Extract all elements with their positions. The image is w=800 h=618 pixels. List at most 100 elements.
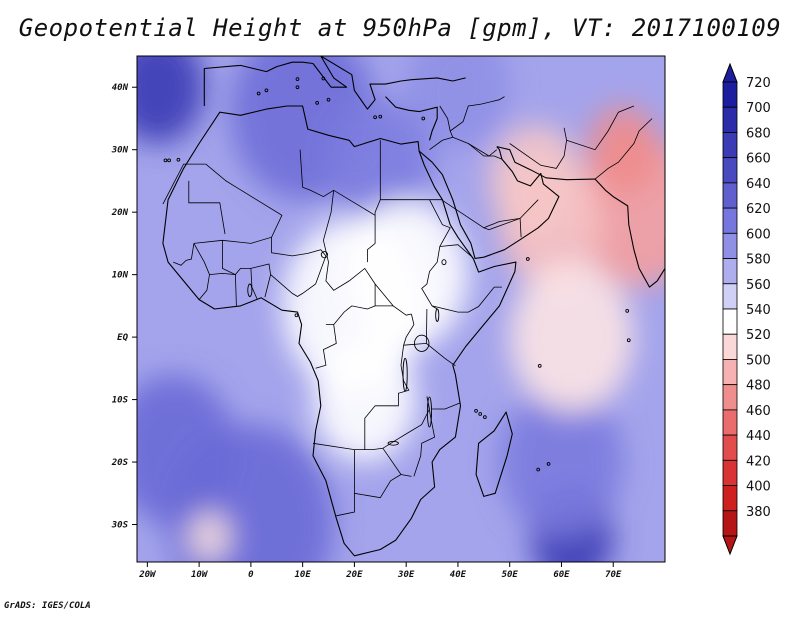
country-border [468,143,503,160]
lake-outline [387,440,399,446]
lake-outline [426,396,432,428]
colorbar-label: 720 [746,76,771,91]
latitude-tick-label: 40N [112,83,129,93]
colorbar-swatch [722,308,738,335]
map-title: Geopotential Height at 950hPa [gpm], VT:… [18,14,782,42]
country-border [173,243,195,266]
country-border [312,433,407,451]
country-border [322,190,394,307]
island-outline [378,114,383,119]
height-field-patch [137,56,205,144]
madagascar-coastline [475,411,513,497]
colorbar-swatch [722,258,738,285]
country-border [270,255,327,297]
colorbar-label: 660 [746,152,771,167]
latitude-tick-label: 20N [111,208,129,218]
height-field-patch [587,105,660,194]
longitude-tick-label: 70E [605,570,622,580]
lake-outline [402,357,408,392]
longitude-tick-label: 50E [502,570,519,580]
lake-outline [441,259,447,266]
island-outline [256,91,261,96]
grads-credit: GrADS: IGES/COLA [4,601,91,611]
country-border [439,244,472,257]
colorbar-top-arrow [722,62,738,83]
height-field-patch [406,56,510,150]
island-outline [525,257,530,261]
colorbar-label: 440 [746,429,771,444]
island-outline [373,115,377,120]
colorbar-label: 700 [746,101,771,116]
plot-frame [136,55,666,563]
colorbar-label: 600 [746,227,771,242]
longitude-tick-label: 0 [248,570,254,580]
europe-coastline [203,56,466,110]
latitude-tick-label: 20S [111,458,129,468]
country-border [162,163,206,205]
island-outline [295,77,300,81]
colorbar-swatch [722,157,738,184]
country-border [315,324,337,369]
latitude-tick-label: EQ [117,333,128,343]
longitude-tick-label: 40E [450,570,467,580]
plot-area [128,56,665,562]
latitude-tick-label: 10N [112,271,129,281]
colorbar-swatch [722,434,738,461]
height-field-patch [489,124,583,238]
island-outline [483,415,487,419]
colorbar-legend: 720 700 680 660 640 620 600 580 560 540 520 500 480 4… [722,62,771,556]
colorbar-label: 580 [746,253,771,268]
colorbar-label: 380 [746,505,771,520]
island-outline [626,338,631,343]
longitude-axis: 20W 10W 0 10E 20E 30E 40E 50E 60E 70E [138,562,622,580]
island-outline [625,309,630,313]
country-border [594,118,653,180]
colorbar-label: 400 [746,480,771,495]
colorbar-label: 560 [746,278,771,293]
country-border [364,313,415,450]
island-outline [315,101,319,105]
africa-coastline [162,105,517,557]
height-field-patch [168,424,334,562]
colorbar-swatch [722,283,738,310]
colorbar-label: 420 [746,454,771,469]
island-outline [128,239,131,242]
longitude-tick-label: 60E [553,570,570,580]
island-outline [474,408,478,413]
colorbar-label: 620 [746,202,771,217]
latitude-tick-label: 30S [111,521,129,531]
lake-outline [247,283,253,297]
longitude-tick-label: 10W [191,570,209,580]
country-border [421,199,451,310]
island-outline [167,158,171,163]
country-border [354,474,402,499]
country-border [566,105,635,151]
longitude-tick-label: 20E [345,570,363,580]
colorbar-swatch [722,182,738,209]
longitude-tick-label: 20W [138,570,157,580]
island-outline [321,76,326,81]
india-coastline [594,178,665,288]
height-field-patch [188,512,231,562]
island-outline [546,462,551,466]
island-outline [421,116,426,121]
arabia-coastline [418,146,560,259]
longitude-tick-label: 30E [397,570,415,580]
country-border [452,136,498,157]
country-border [374,284,412,316]
colorbar-label: 480 [746,379,771,394]
lake-outline [414,334,430,352]
country-border [405,396,436,477]
colorbar-swatch [722,485,738,512]
height-field-patch [499,387,624,538]
colorbar-bottom-arrow [722,535,738,556]
island-outline [163,158,168,163]
country-border [432,286,502,313]
latitude-axis: 40N 30N 20N 10N EQ 10S 20S 30S [111,83,137,531]
colorbar-swatch [722,106,738,133]
island-outline [478,412,483,416]
lake-outline [320,251,328,259]
island-outline [294,313,299,318]
island-outline [326,97,331,102]
country-border [509,127,568,169]
